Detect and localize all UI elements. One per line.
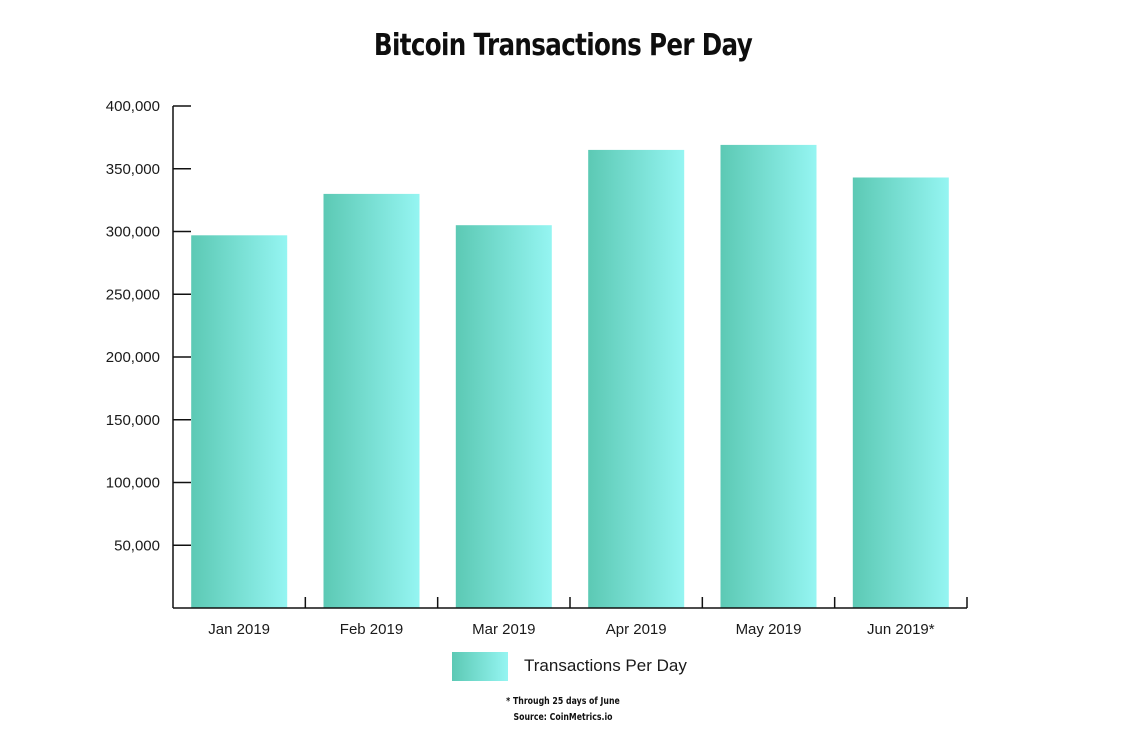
chart-title: Bitcoin Transactions Per Day xyxy=(373,28,753,63)
y-tick-label: 200,000 xyxy=(106,349,160,366)
y-tick-label: 100,000 xyxy=(106,475,160,492)
bars-layer xyxy=(191,144,949,609)
legend: Transactions Per Day xyxy=(452,651,687,681)
x-tick-label: Jun 2019* xyxy=(867,621,935,638)
x-tick-label: Jan 2019 xyxy=(208,621,270,638)
x-tick-label: Mar 2019 xyxy=(472,621,535,638)
bar-3 xyxy=(455,225,552,608)
y-tick-label: 300,000 xyxy=(106,224,160,241)
x-tick-label: Apr 2019 xyxy=(606,621,667,638)
y-tick-label: 50,000 xyxy=(114,537,160,554)
footnote-note: * Through 25 days of June xyxy=(506,696,620,707)
bar-6 xyxy=(852,177,949,608)
x-tick-label: May 2019 xyxy=(736,621,802,638)
legend-swatch xyxy=(452,651,508,681)
y-tick-label: 150,000 xyxy=(106,412,160,429)
bar-4 xyxy=(588,149,685,608)
labels-layer: 50,000 100,000 150,000 200,000 250,000 300,00… xyxy=(106,98,935,638)
footnote-source: Source: CoinMetrics.io xyxy=(513,712,613,723)
axes-layer xyxy=(172,105,968,609)
y-tick-label: 350,000 xyxy=(106,161,160,178)
y-tick-label: 250,000 xyxy=(106,286,160,303)
bar-1 xyxy=(191,235,288,609)
legend-label: Transactions Per Day xyxy=(524,656,687,675)
y-tick-label: 400,000 xyxy=(106,98,160,115)
bar-2 xyxy=(323,193,420,608)
bar-5 xyxy=(720,144,817,608)
x-tick-label: Feb 2019 xyxy=(340,621,403,638)
